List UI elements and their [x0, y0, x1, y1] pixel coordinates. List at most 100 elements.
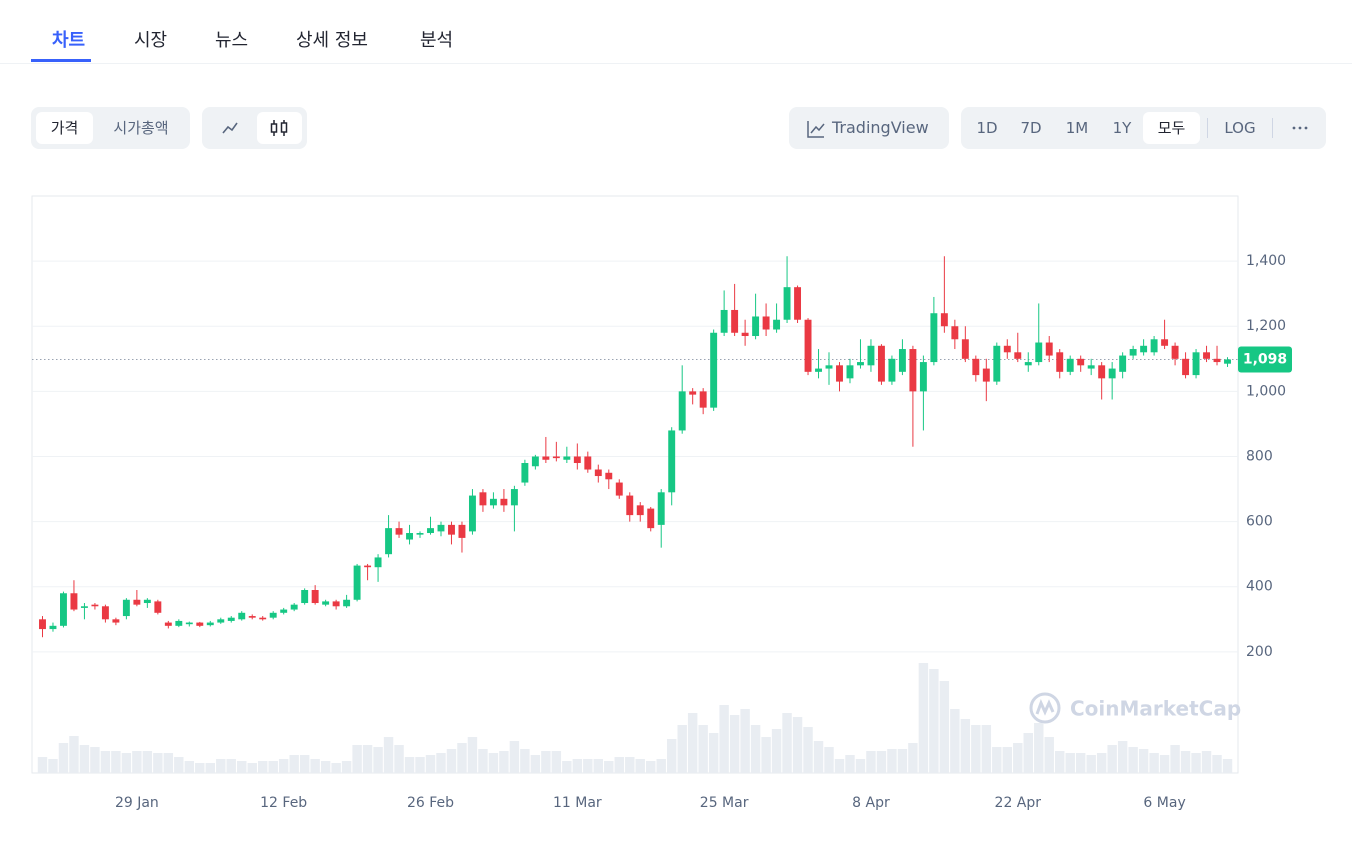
volume-bar [824, 747, 834, 773]
volume-bar [467, 737, 478, 773]
range-button[interactable]: 1Y [1112, 119, 1132, 137]
tab[interactable]: 분석 [420, 30, 454, 51]
range-button[interactable]: 7D [1020, 119, 1042, 137]
volume-bar [855, 759, 866, 773]
current-price-label: 1,098 [1243, 351, 1287, 367]
volume-bar [310, 759, 320, 773]
candle-body [385, 528, 393, 555]
toggle-button[interactable]: 시가총액 [113, 119, 169, 137]
volume-bar [121, 753, 132, 773]
volume-bar [698, 725, 708, 773]
candle-chart-button[interactable] [257, 112, 302, 144]
volume-bar [237, 761, 247, 773]
volume-bar [1075, 753, 1086, 773]
candle-body [1161, 339, 1169, 346]
volume-bar [897, 749, 908, 773]
volume-bar [268, 761, 278, 773]
more-button[interactable] [1286, 120, 1316, 136]
volume-bar [677, 725, 687, 773]
candle-body [322, 601, 330, 605]
volume-bar [625, 757, 635, 773]
range-button[interactable]: 모두 [1143, 112, 1200, 144]
x-tick-label: 29 Jan [115, 795, 159, 811]
volume-bar [1096, 753, 1107, 773]
candle-body [101, 606, 109, 620]
volume-bar [635, 759, 645, 773]
volume-bar [1138, 749, 1149, 773]
tab[interactable]: 시장 [134, 30, 168, 51]
range-button[interactable]: 1D [976, 119, 998, 137]
candle-body [196, 622, 204, 626]
candle-body [1077, 358, 1085, 366]
volume-bar [331, 763, 341, 773]
candle-body [940, 313, 948, 327]
candle-body [741, 332, 749, 337]
candle-body [185, 622, 193, 625]
candle-body [762, 316, 770, 330]
candle-body [1087, 365, 1095, 369]
line-chart-button[interactable] [207, 112, 253, 144]
volume-bar [457, 743, 467, 773]
volume-bar [257, 761, 268, 773]
candle-body [364, 565, 372, 568]
volume-bar [247, 763, 257, 773]
volume-bar [646, 761, 656, 773]
toggle-button[interactable]: 가격 [36, 112, 93, 144]
candle-body [752, 316, 760, 337]
tab[interactable]: 뉴스 [215, 30, 249, 51]
candle-body [584, 456, 592, 470]
volume-bar [929, 669, 939, 773]
volume-bar [939, 681, 950, 773]
volume-bar [614, 757, 624, 773]
candle-body [1014, 352, 1022, 359]
candle-body [143, 599, 151, 604]
range-button[interactable]: 1M [1065, 119, 1089, 137]
volume-bar [362, 745, 373, 773]
volume-bar [216, 759, 226, 773]
candle-body [437, 524, 445, 532]
candle-body [919, 362, 927, 392]
volume-bar [876, 751, 887, 773]
volume-bar [1149, 753, 1159, 773]
candle-body [794, 287, 802, 320]
volume-bar [572, 759, 583, 773]
tab[interactable]: 상세 정보 [296, 30, 368, 51]
candle-body [542, 456, 550, 460]
candle-body [710, 332, 718, 408]
log-button[interactable]: LOG [1224, 119, 1256, 137]
candle-body [857, 362, 864, 366]
candle-body [615, 482, 623, 496]
y-tick-label: 600 [1246, 514, 1273, 530]
candle-body [227, 617, 235, 621]
volume-bar [226, 759, 236, 773]
candle-body [972, 358, 980, 376]
volume-bar [100, 751, 111, 773]
candle-body [573, 456, 581, 464]
candle-body [1140, 345, 1148, 353]
candle-body [636, 505, 644, 516]
candle-body [1224, 359, 1231, 364]
volume-bar [1023, 733, 1033, 773]
volume-bar [803, 727, 813, 773]
candle-body [961, 339, 969, 359]
volume-bar [719, 705, 729, 773]
divider [0, 63, 1352, 64]
volume-bar [205, 763, 215, 773]
volume-bar [1034, 723, 1044, 773]
tab[interactable]: 차트 [52, 30, 86, 51]
candle-body [248, 616, 256, 618]
candle-body [217, 619, 225, 623]
candle-body [406, 533, 413, 540]
candle-body [500, 498, 508, 506]
candle-body [1171, 345, 1179, 359]
volume-bar [415, 757, 425, 773]
separator [1272, 118, 1273, 138]
volume-bar [887, 749, 897, 773]
volume-bar [1180, 751, 1191, 773]
candle-body [301, 590, 309, 604]
volume-bar [488, 753, 499, 773]
volume-bar [845, 755, 855, 773]
volume-bar [1002, 747, 1013, 773]
volume-bar [1128, 747, 1138, 773]
candle-body [259, 617, 267, 620]
